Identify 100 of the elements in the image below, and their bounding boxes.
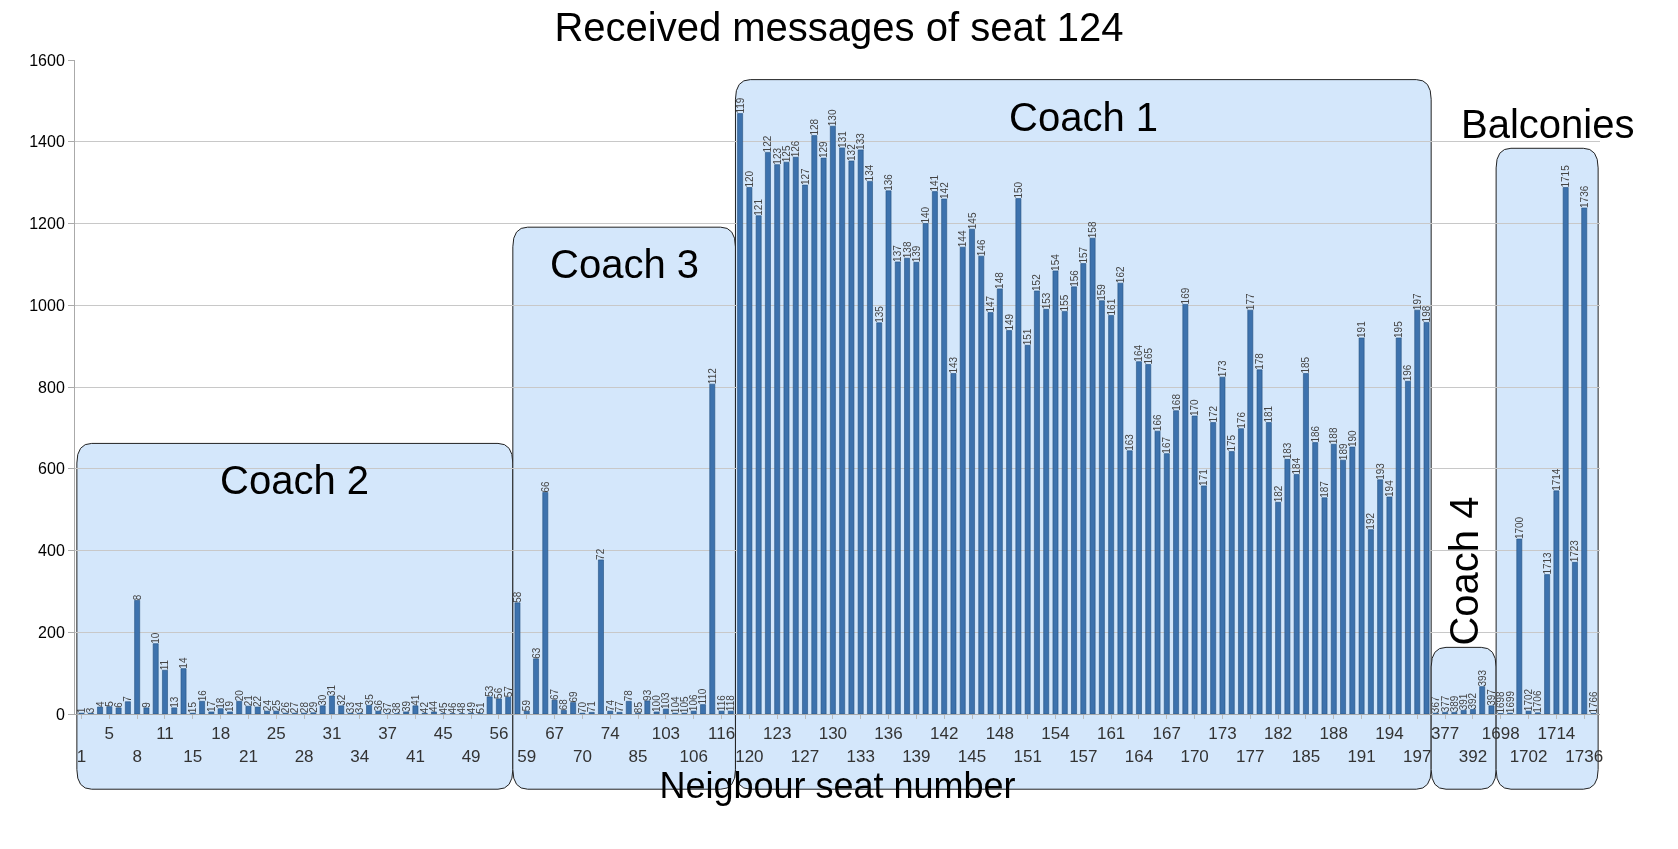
bar: [366, 705, 372, 714]
bar: [403, 711, 410, 714]
x-tick-label: 145: [966, 212, 978, 230]
x-tick-label: 176: [1235, 411, 1247, 429]
bar: [1386, 496, 1393, 714]
bar: [792, 156, 799, 714]
bar: [783, 161, 790, 714]
bar: [486, 696, 493, 714]
bar: [1330, 443, 1337, 714]
x-tick-label: 35: [363, 693, 375, 706]
bar: [245, 705, 252, 714]
x-tick-label: 1714: [1550, 468, 1562, 491]
x-tick-label: 151: [1022, 328, 1034, 346]
category-label: 31: [322, 724, 342, 744]
x-tick-label: 141: [929, 174, 941, 192]
category-label: 188: [1319, 724, 1348, 744]
category-label: 142: [929, 724, 959, 744]
bar: [1145, 364, 1152, 714]
x-tick-label: 167: [1161, 436, 1173, 454]
x-tick-label: 191: [1356, 320, 1368, 338]
bar: [885, 190, 892, 714]
x-tick-label: 118: [725, 694, 737, 712]
category-label: 21: [239, 746, 258, 766]
category-label: 41: [405, 746, 425, 766]
x-tick-label: 165: [1142, 347, 1154, 365]
bar: [1525, 710, 1532, 714]
bar: [1321, 497, 1328, 714]
category-label: 194: [1375, 724, 1404, 744]
bar: [561, 710, 567, 714]
bar: [1572, 562, 1578, 714]
y-tick-label: 1000: [29, 296, 65, 314]
x-tick-label: 8: [131, 594, 143, 601]
x-tick-label: 121: [753, 198, 765, 216]
bar: [894, 261, 901, 714]
bar: [1219, 376, 1226, 714]
x-tick-label: 120: [743, 170, 755, 188]
category-label: 133: [846, 746, 875, 766]
bar: [950, 373, 957, 714]
x-tick-label: 28: [298, 701, 310, 714]
x-tick-label: 1698: [1495, 690, 1507, 714]
x-tick-label: 377: [1439, 695, 1451, 713]
bar: [876, 322, 883, 714]
category-label: 120: [735, 746, 764, 766]
x-tick-label: 25: [270, 699, 282, 712]
bar: [236, 701, 243, 714]
x-tick-label: 393: [1476, 669, 1488, 687]
x-tick-label: 152: [1031, 273, 1043, 291]
x-tick-label: 77: [614, 700, 626, 713]
bar: [208, 711, 215, 714]
category-label: 377: [1430, 724, 1460, 744]
bar: [162, 669, 168, 714]
bar: [746, 187, 753, 714]
category-label: 392: [1458, 746, 1488, 766]
category-label: 1714: [1537, 724, 1576, 744]
x-tick-label: 139: [910, 245, 922, 263]
category-label: 74: [600, 724, 620, 744]
x-tick-label: 34: [354, 701, 366, 714]
x-tick-label: 123: [771, 147, 783, 165]
bar: [737, 113, 743, 714]
category-label: 37: [378, 724, 398, 744]
bar: [254, 706, 261, 714]
bar: [1553, 490, 1560, 714]
x-tick-label: 30: [317, 694, 329, 706]
x-tick-label: 159: [1096, 283, 1108, 301]
x-tick-label: 131: [836, 130, 848, 148]
bar: [1265, 422, 1272, 714]
category-label: 167: [1152, 724, 1181, 744]
x-tick-label: 168: [1170, 393, 1182, 411]
bar: [329, 695, 335, 714]
bar: [171, 707, 178, 714]
x-tick-label: 187: [1319, 480, 1330, 498]
bar: [115, 707, 122, 714]
category-label: 139: [902, 746, 931, 766]
x-tick-label: 128: [808, 118, 820, 136]
bar: [820, 157, 827, 714]
y-tick-label: 1400: [29, 133, 65, 151]
bar: [663, 708, 669, 714]
x-tick-label: 161: [1105, 298, 1117, 316]
x-tick-label: 135: [873, 305, 885, 323]
bar: [505, 696, 512, 714]
y-tick-label: 600: [38, 460, 65, 478]
bar: [1182, 304, 1189, 714]
x-tick-label: 1736: [1578, 185, 1590, 208]
category-label: 151: [1013, 746, 1042, 766]
bar: [830, 125, 836, 714]
bar: [1312, 442, 1319, 714]
bar: [1071, 286, 1077, 714]
category-label: 106: [679, 746, 708, 766]
bar: [1163, 453, 1170, 714]
x-tick-label: 49: [465, 701, 477, 714]
category-label: 182: [1263, 724, 1293, 744]
bar: [978, 255, 985, 714]
bar: [1377, 479, 1384, 714]
x-tick-label: 19: [224, 700, 236, 712]
bar: [143, 707, 150, 714]
category-label: 170: [1180, 746, 1209, 766]
bar: [755, 215, 762, 714]
category-label: 103: [651, 724, 681, 744]
category-label: 28: [294, 746, 314, 766]
x-tick-label: 106: [688, 694, 700, 712]
